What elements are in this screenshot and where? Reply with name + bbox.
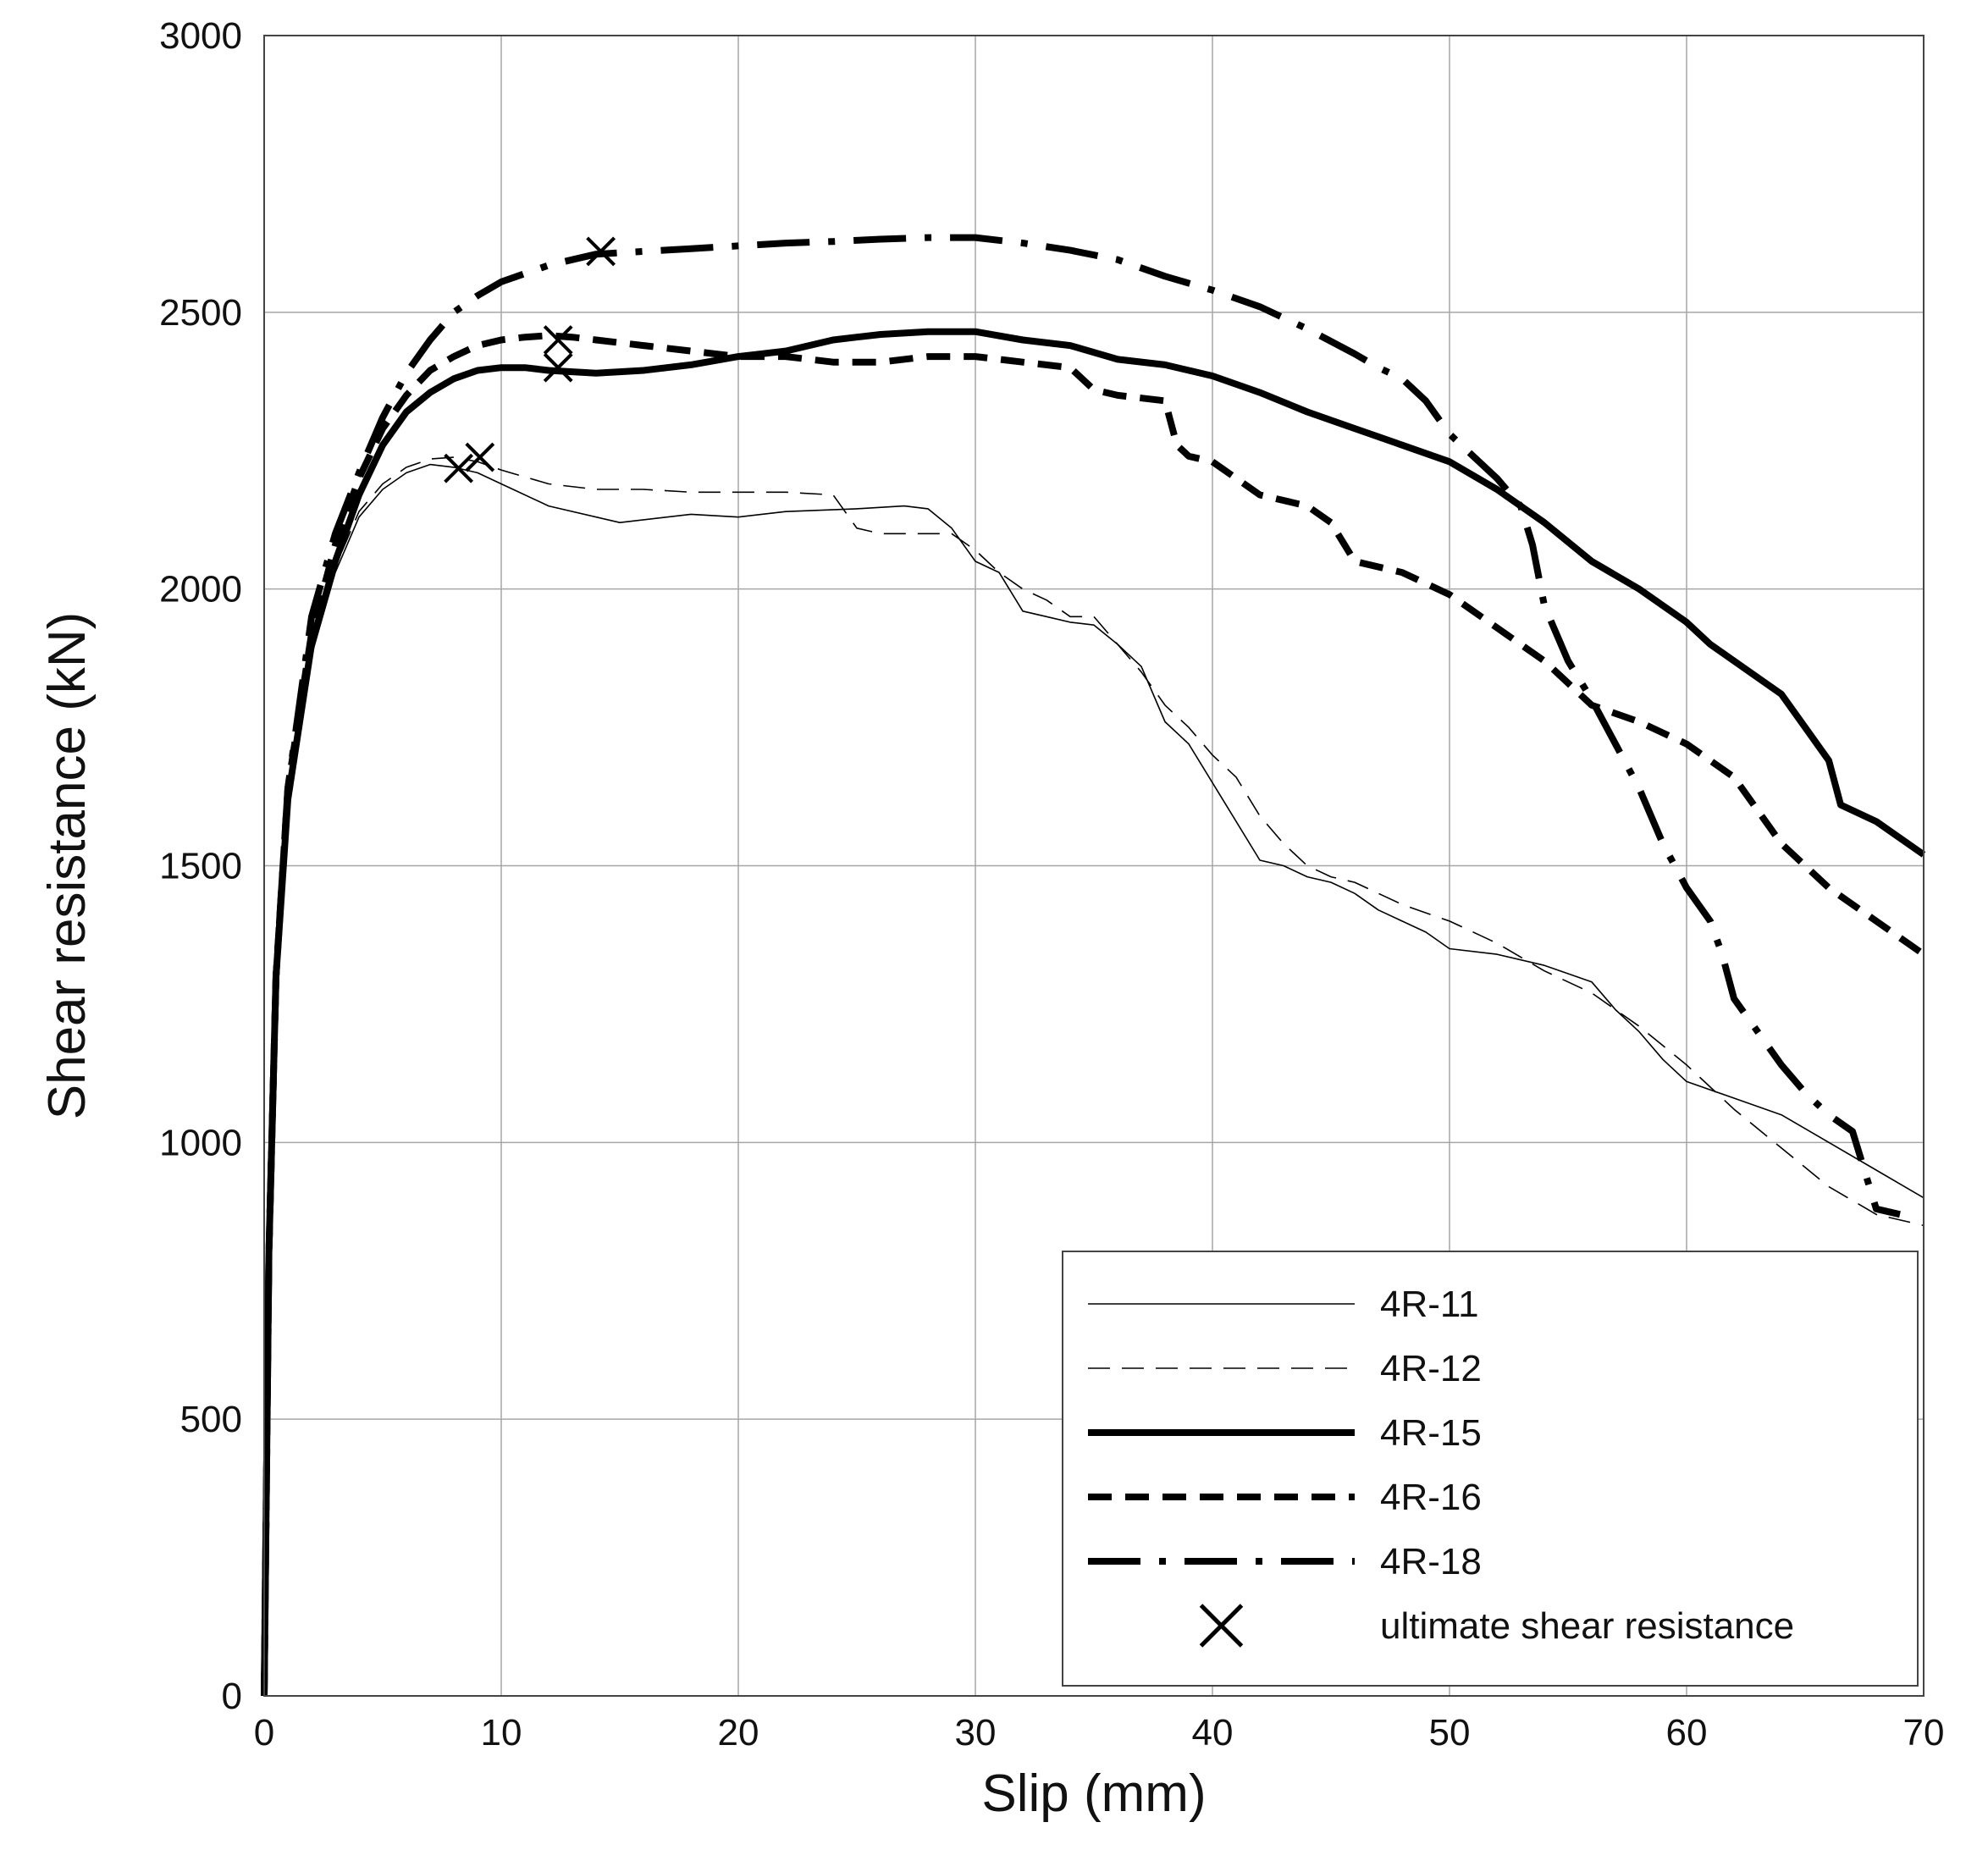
series-layer xyxy=(261,234,1926,1697)
legend-box xyxy=(1062,1251,1919,1687)
x-tick-label: 20 xyxy=(718,1712,759,1753)
legend-label: 4R-12 xyxy=(1380,1348,1482,1389)
legend: 4R-11 4R-12 4R-15 4R-16 4R-18 ultimate shear … xyxy=(1062,1251,1919,1687)
legend-entry-4r-15: 4R-15 xyxy=(1088,1412,1482,1454)
legend-entry-4r-16: 4R-16 xyxy=(1088,1477,1482,1518)
y-axis-title: Shear resistance (kN) xyxy=(38,612,97,1120)
ultimate-marker-4r-12 xyxy=(465,442,495,472)
x-axis-title: Slip (mm) xyxy=(981,1764,1206,1823)
series-line-4r-18 xyxy=(261,234,1901,1697)
x-marker-icon xyxy=(1199,1604,1244,1648)
ultimate-marker-4r-11 xyxy=(444,453,474,483)
series-line-4r-11 xyxy=(263,463,1924,1697)
x-tick-label: 0 xyxy=(254,1712,274,1753)
y-tick-label: 1500 xyxy=(159,846,242,887)
plot-area-frame xyxy=(263,35,1924,1697)
x-tick-label: 70 xyxy=(1903,1712,1945,1753)
series-line-4r-16 xyxy=(261,332,1926,1697)
x-tick-label: 40 xyxy=(1192,1712,1234,1753)
y-tick-label: 500 xyxy=(180,1399,242,1440)
legend-entry-4r-11: 4R-11 xyxy=(1088,1284,1479,1325)
legend-label: 4R-18 xyxy=(1380,1541,1482,1582)
legend-label: 4R-16 xyxy=(1380,1477,1482,1518)
legend-entry-4r-18: 4R-18 xyxy=(1088,1541,1482,1582)
x-tick-label: 50 xyxy=(1429,1712,1471,1753)
ultimate-marker-4r-16 xyxy=(543,325,573,355)
y-tick-label: 0 xyxy=(222,1676,242,1717)
legend-label: ultimate shear resistance xyxy=(1380,1605,1794,1647)
ultimate-marker-4r-18 xyxy=(586,236,616,267)
legend-label: 4R-11 xyxy=(1380,1284,1479,1325)
grid xyxy=(264,36,1924,1696)
x-tick-label: 10 xyxy=(481,1712,522,1753)
y-tick-label: 3000 xyxy=(159,15,242,57)
y-tick-label: 2500 xyxy=(159,292,242,334)
y-tick-label: 1000 xyxy=(159,1122,242,1163)
markers-layer xyxy=(444,236,616,483)
legend-entry-ultimate-marker: ultimate shear resistance xyxy=(1199,1604,1794,1648)
legend-label: 4R-15 xyxy=(1380,1412,1482,1454)
legend-entry-4r-12: 4R-12 xyxy=(1088,1348,1482,1389)
ultimate-marker-4r-15 xyxy=(543,352,573,383)
x-tick-label: 30 xyxy=(955,1712,997,1753)
series-line-4r-12 xyxy=(263,456,1924,1697)
y-tick-label: 2000 xyxy=(159,569,242,610)
series-line-4r-15 xyxy=(261,328,1926,1697)
tick-labels: 0 10 20 30 40 50 60 70 0 500 1000 1500 2000 2500 3000 xyxy=(159,15,1944,1753)
x-tick-label: 60 xyxy=(1666,1712,1708,1753)
